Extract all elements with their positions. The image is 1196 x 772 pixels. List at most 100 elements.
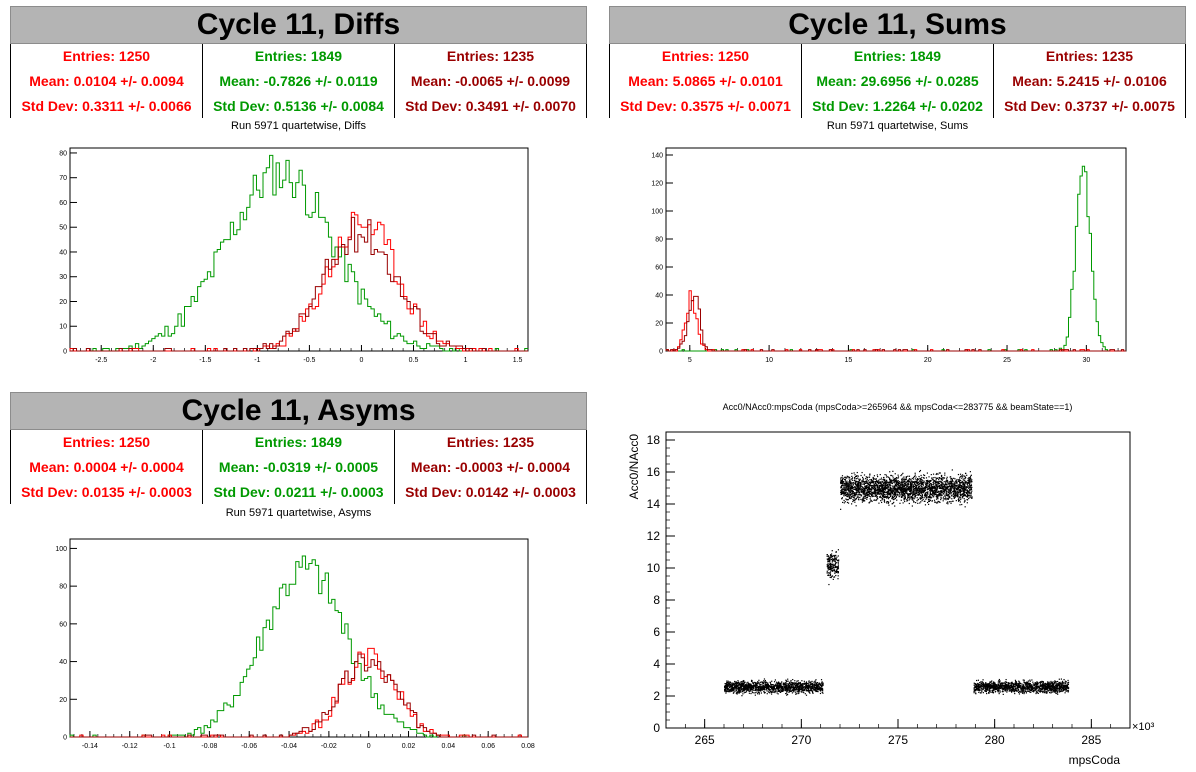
scatter-point xyxy=(726,681,729,684)
scatter-point xyxy=(862,498,864,500)
scatter-point xyxy=(910,493,912,495)
scatter-point xyxy=(847,494,849,496)
plot-frame xyxy=(665,147,1127,352)
scatter-point xyxy=(837,563,839,565)
scatter-point xyxy=(903,488,905,490)
scatter-point xyxy=(940,486,942,488)
scatter-point xyxy=(968,490,970,492)
scatter-point xyxy=(893,498,895,500)
scatter-point xyxy=(846,492,849,494)
scatter-point xyxy=(734,685,736,687)
scatter-point xyxy=(809,687,812,689)
scatter-point xyxy=(1014,692,1016,695)
scatter-point xyxy=(820,685,823,688)
scatter-point xyxy=(785,682,787,684)
scatter-point xyxy=(829,555,832,557)
scatter-point xyxy=(932,481,934,484)
scatter-point xyxy=(859,496,861,499)
scatter-point xyxy=(954,496,956,498)
scatter-point xyxy=(957,491,959,493)
scatter-point xyxy=(899,492,901,494)
scatter-point xyxy=(969,484,971,486)
scatter-point xyxy=(958,482,961,484)
scatter-point xyxy=(916,489,918,491)
scatter-point xyxy=(729,685,732,687)
scatter-point xyxy=(809,684,811,686)
scatter-point xyxy=(842,481,845,483)
scatter-point xyxy=(848,487,850,489)
scatter-point xyxy=(793,691,795,693)
scatter-point xyxy=(962,487,964,489)
scatter-point xyxy=(803,680,805,682)
scatter-point xyxy=(803,689,805,692)
scatter-point xyxy=(788,684,791,686)
scatter-point xyxy=(903,493,906,495)
scatter-point xyxy=(874,494,877,496)
scatter-point xyxy=(800,683,802,685)
scatter-point xyxy=(782,683,784,685)
scatter-point xyxy=(920,492,922,494)
scatter-point xyxy=(750,685,753,687)
scatter-point xyxy=(911,497,913,499)
scatter-point xyxy=(893,479,895,481)
scatter-point xyxy=(917,502,919,504)
scatter-point xyxy=(967,492,969,494)
scatter-point xyxy=(944,474,946,476)
scatter-point xyxy=(950,492,952,494)
scatter-point xyxy=(814,680,816,682)
scatter-point xyxy=(861,488,863,490)
scatter-point xyxy=(934,490,936,492)
scatter-point xyxy=(902,502,904,504)
scatter-point xyxy=(1050,685,1052,687)
y-tick-label: 18 xyxy=(647,433,661,447)
scatter-point xyxy=(962,484,964,486)
scatter-point xyxy=(844,501,846,503)
scatter-point xyxy=(1008,688,1010,690)
scatter-point xyxy=(943,492,945,494)
scatter-point xyxy=(882,492,885,494)
scatter-point xyxy=(846,495,848,497)
scatter-point xyxy=(841,490,843,493)
scatter-point xyxy=(862,476,864,479)
scatter-point xyxy=(901,483,903,485)
scatter-point xyxy=(843,482,846,485)
scatter-point xyxy=(732,690,734,692)
sums-mean-2: Mean: 29.6956 +/- 0.0285 xyxy=(816,72,979,89)
scatter-point xyxy=(920,479,922,481)
scatter-point xyxy=(942,498,945,500)
scatter-point xyxy=(724,690,726,693)
scatter-point xyxy=(931,492,933,495)
scatter-point xyxy=(940,497,942,499)
scatter-point xyxy=(970,488,973,491)
scatter-point xyxy=(850,483,852,485)
scatter-point xyxy=(939,495,941,497)
scatter-point xyxy=(849,479,851,482)
scatter-point xyxy=(1050,690,1052,692)
x-tick-label: 1.5 xyxy=(513,357,523,364)
scatter-point xyxy=(918,488,920,490)
x-tick-label: -0.06 xyxy=(241,743,257,750)
scatter-point xyxy=(910,479,912,481)
scatter-point xyxy=(859,493,861,495)
scatter-point xyxy=(749,689,751,691)
scatter-point xyxy=(963,484,966,486)
scatter-point xyxy=(921,500,923,502)
scatter-point xyxy=(932,491,934,493)
scatter-point xyxy=(966,492,968,495)
scatter-point xyxy=(892,475,894,477)
scatter-point xyxy=(816,685,818,687)
scatter-point xyxy=(848,482,850,484)
scatter-point xyxy=(748,684,750,686)
scatter-point xyxy=(894,491,896,493)
scatter-point xyxy=(920,483,922,486)
scatter-point xyxy=(912,484,914,486)
scatter-point xyxy=(884,493,886,496)
scatter-point xyxy=(888,501,890,504)
scatter-point xyxy=(923,490,925,492)
scatter-point xyxy=(826,565,828,568)
scatter-point xyxy=(855,493,857,496)
scatter-point xyxy=(946,480,948,483)
scatter-point xyxy=(815,689,817,691)
scatter-point xyxy=(864,482,866,484)
